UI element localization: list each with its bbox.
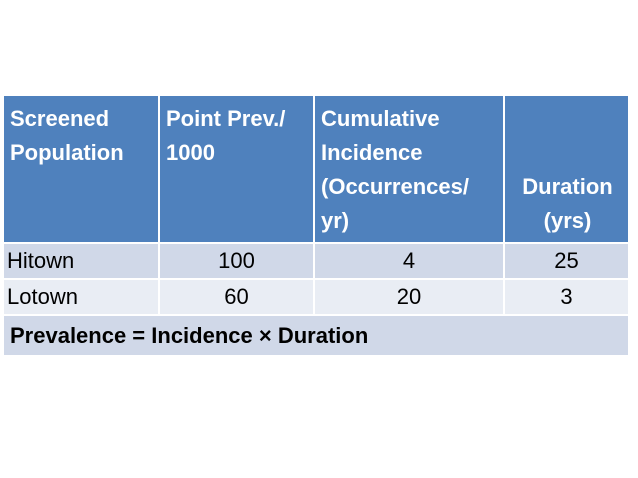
header-duration: Duration (yrs) <box>504 96 628 243</box>
header-text: Population <box>10 140 124 165</box>
formula-row: Prevalence = Incidence × Duration <box>4 314 628 355</box>
table-row: Lotown 60 20 3 <box>4 278 628 315</box>
prevalence-table: Screened Population Point Prev./ 1000 Cu… <box>4 96 628 355</box>
header-text: (yrs) <box>543 208 592 233</box>
header-text: Duration <box>522 174 613 199</box>
header-text: (Occurrences/ <box>321 174 469 199</box>
cell-point-prevalence: 60 <box>159 278 315 315</box>
cell-incidence: 4 <box>314 242 505 279</box>
header-row: Screened Population Point Prev./ 1000 Cu… <box>4 96 628 243</box>
header-cumulative-incidence: Cumulative Incidence (Occurrences/ yr) <box>314 96 505 243</box>
header-screened-population: Screened Population <box>4 96 160 243</box>
cell-duration: 3 <box>504 278 628 315</box>
cell-town-name: Lotown <box>4 278 160 315</box>
header-text: Cumulative <box>321 106 440 131</box>
header-point-prevalence: Point Prev./ 1000 <box>159 96 315 243</box>
header-text: yr) <box>321 208 350 233</box>
formula-text: Prevalence = Incidence × Duration <box>4 314 628 355</box>
cell-incidence: 20 <box>314 278 505 315</box>
cell-town-name: Hitown <box>4 242 160 279</box>
header-text: Point Prev./ <box>166 106 286 131</box>
header-text: Incidence <box>321 140 423 165</box>
header-text: 1000 <box>166 140 215 165</box>
header-text: Screened <box>10 106 110 131</box>
cell-point-prevalence: 100 <box>159 242 315 279</box>
table-row: Hitown 100 4 25 <box>4 242 628 279</box>
cell-duration: 25 <box>504 242 628 279</box>
